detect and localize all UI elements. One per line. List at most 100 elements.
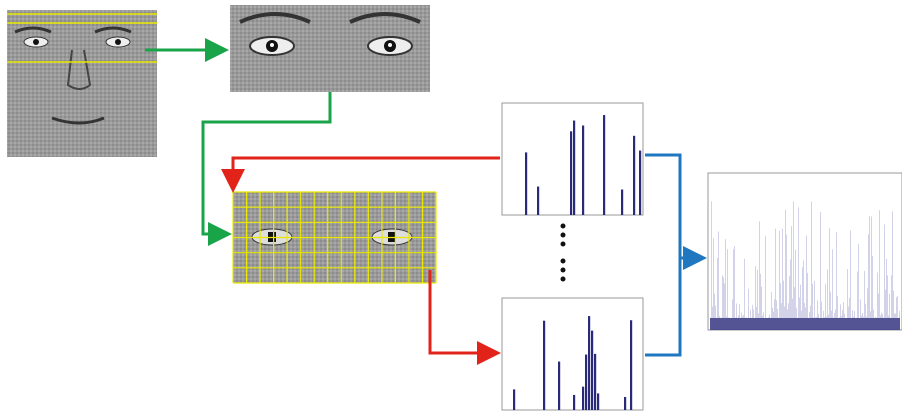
histogram-bar (871, 216, 872, 330)
histogram-bar (839, 318, 840, 330)
histogram-bar (725, 239, 726, 330)
histogram-bar (721, 318, 722, 330)
histogram-bar (841, 318, 842, 330)
histogram-bar (723, 318, 724, 330)
histogram-bar (742, 318, 743, 330)
histogram-bar (805, 318, 806, 330)
histogram-bar (847, 318, 848, 330)
histogram-bar (746, 318, 747, 330)
histogram-bar (833, 318, 834, 330)
diagram (0, 0, 902, 414)
histogram-bar (732, 318, 733, 330)
histogram-bar (594, 354, 596, 410)
histogram-bar (836, 318, 837, 330)
histogram-bar (513, 389, 515, 410)
histogram-bar (775, 318, 776, 330)
histogram-bar (588, 316, 590, 410)
histogram-bar (717, 318, 718, 330)
histogram-bar (795, 318, 796, 330)
histogram-bar (851, 318, 852, 330)
histogram-bar (737, 318, 738, 330)
histogram-bar (769, 318, 770, 330)
histogram-bar (791, 226, 792, 330)
histogram-bar (573, 395, 575, 410)
histogram-bar (788, 318, 789, 330)
histogram-bar (876, 318, 877, 330)
histogram-bar (892, 211, 893, 330)
histogram-bar (863, 318, 864, 330)
histogram-bar (729, 318, 730, 330)
histogram-bar (868, 234, 869, 330)
histogram-bar (852, 318, 853, 330)
histogram-bar (779, 231, 780, 330)
histogram-bar (558, 362, 560, 410)
histogram-bar (786, 318, 787, 330)
histogram-bar (750, 318, 751, 330)
histogram-bar (840, 318, 841, 330)
histogram-bar (832, 249, 833, 330)
histogram-bar (831, 318, 832, 330)
histogram-bar (858, 244, 859, 330)
histogram-bar (733, 249, 734, 330)
histogram-bar (712, 318, 713, 330)
histogram-bar (870, 318, 871, 330)
histogram-bar (823, 318, 824, 330)
histogram-bar (790, 318, 791, 330)
histogram-bar (860, 318, 861, 330)
histogram-bar (846, 318, 847, 330)
histogram-bar (582, 387, 584, 410)
histogram-bar (787, 318, 788, 330)
histogram-bar (739, 318, 740, 330)
histogram-bar (772, 318, 773, 330)
histogram-bar (778, 318, 779, 330)
histogram-bar (751, 318, 752, 330)
histogram-bar (748, 318, 749, 330)
histogram-bar (834, 318, 835, 330)
histogram-bar (859, 318, 860, 330)
histogram-bar (752, 318, 753, 330)
histogram-bar (848, 318, 849, 330)
histogram-bar (777, 318, 778, 330)
histogram-bar (770, 318, 771, 330)
histogram-bar (728, 318, 729, 330)
histogram-bar (775, 229, 776, 330)
histogram-bar (838, 318, 839, 330)
histogram-bar (719, 318, 720, 330)
histogram-bar (745, 318, 746, 330)
histogram-bar (850, 318, 851, 330)
histogram-bar (797, 318, 798, 330)
histogram-bar (793, 318, 794, 330)
histogram-bar (525, 152, 527, 215)
histogram-frame (708, 173, 902, 330)
histogram-bar (731, 318, 732, 330)
histogram-bar (854, 318, 855, 330)
histogram-bar (718, 318, 719, 330)
histogram-bar (624, 397, 626, 410)
histogram-bar (585, 355, 587, 410)
histogram-bar (785, 318, 786, 330)
histogram-bar (886, 318, 887, 330)
histogram-bar (755, 318, 756, 330)
histogram-bar (819, 318, 820, 330)
histogram-bar (829, 228, 830, 330)
histogram-bar (738, 318, 739, 330)
histogram-bar (849, 318, 850, 330)
histogram-bar (843, 318, 844, 330)
histogram-bar (832, 318, 833, 330)
histogram-bar (889, 318, 890, 330)
histogram-bar (898, 318, 899, 330)
histogram-bar (570, 131, 572, 215)
histogram-bar (764, 318, 765, 330)
histogram-bar (820, 212, 821, 330)
histogram-bar (760, 318, 761, 330)
histogram-bar (857, 318, 858, 330)
histogram-bar (792, 318, 793, 330)
histogram-bar (869, 318, 870, 330)
face-image (7, 10, 157, 157)
histogram-bar (879, 318, 880, 330)
histogram-bar (794, 318, 795, 330)
histogram-bar (714, 318, 715, 330)
histogram-bar (821, 318, 822, 330)
histogram-bar (803, 318, 804, 330)
histogram-bar (711, 201, 712, 330)
